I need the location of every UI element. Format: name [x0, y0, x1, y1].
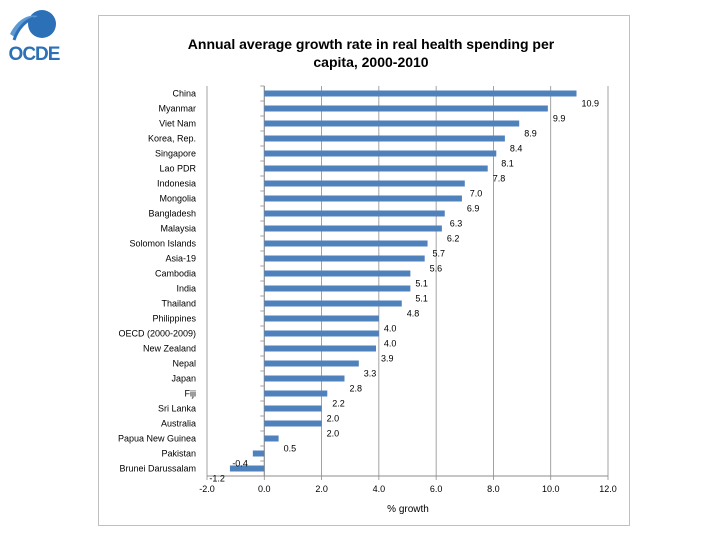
x-tick-label: 6.0: [430, 484, 443, 494]
category-label: Australia: [161, 419, 196, 429]
category-label: Thailand: [161, 299, 196, 309]
labels: -2.0 0.0 2.0 4.0 6.0 8.0 10.0 12.0 10.9 China 9.9 M…: [118, 89, 617, 495]
bar: [264, 330, 379, 337]
bar: [264, 405, 322, 412]
bar: [264, 150, 497, 157]
category-label: Viet Nam: [159, 119, 196, 129]
bar-data-label: 2.2: [332, 399, 345, 409]
bar-data-label: 3.9: [381, 354, 394, 364]
bar-data-label: 6.3: [450, 219, 463, 229]
bar-data-label: 3.3: [364, 369, 377, 379]
bar-data-label: 2.0: [327, 429, 340, 439]
bar-data-label: 5.1: [415, 294, 428, 304]
bar-data-label: 5.7: [433, 249, 446, 259]
bar-data-label: 4.0: [384, 339, 397, 349]
category-label: Cambodia: [155, 269, 196, 279]
bar-data-label: 2.0: [327, 414, 340, 424]
bar: [264, 420, 322, 427]
category-label: Fiji: [185, 389, 197, 399]
bar: [252, 450, 265, 457]
bar-data-label: 6.9: [467, 204, 480, 214]
x-tick-label: 0.0: [258, 484, 271, 494]
gridlines: [206, 86, 609, 476]
bar-data-label: 8.4: [510, 144, 523, 154]
bar: [264, 225, 442, 232]
category-label: Philippines: [152, 314, 196, 324]
category-label: Sri Lanka: [158, 404, 196, 414]
bars: [229, 90, 577, 472]
bar: [264, 435, 279, 442]
bar: [264, 105, 548, 112]
bar: [264, 345, 376, 352]
bar: [264, 180, 465, 187]
category-label: China: [172, 89, 196, 99]
bar: [264, 270, 411, 277]
x-axis-title: % growth: [387, 504, 429, 515]
ocde-logo-text: OCDE: [9, 44, 60, 62]
category-label: Malaysia: [160, 224, 196, 234]
axes: [206, 85, 609, 480]
bar-data-label: -1.2: [209, 474, 225, 484]
category-label: Asia-19: [165, 254, 196, 264]
category-label: Lao PDR: [159, 164, 196, 174]
x-tick-label: 2.0: [315, 484, 328, 494]
category-label: Myanmar: [158, 104, 196, 114]
ocde-logo: OCDE: [9, 10, 61, 62]
bar-data-label: 4.8: [407, 309, 420, 319]
ocde-logo-globe-icon: [28, 10, 56, 38]
bar: [264, 285, 411, 292]
bar-data-label: 9.9: [553, 114, 566, 124]
bar: [264, 195, 462, 202]
category-label: New Zealand: [143, 344, 196, 354]
x-tick-label: 8.0: [487, 484, 500, 494]
x-tick-label: 12.0: [599, 484, 617, 494]
growth-bar-chart: Annual average growth rate in real healt…: [118, 36, 617, 515]
category-label: Korea, Rep.: [148, 134, 196, 144]
category-label: Papua New Guinea: [118, 434, 196, 444]
x-tick-label: 10.0: [542, 484, 560, 494]
bar: [264, 360, 359, 367]
bar: [264, 375, 345, 382]
bar: [229, 465, 265, 472]
bar-data-label: 5.6: [430, 264, 443, 274]
x-tick-label: -2.0: [199, 484, 215, 494]
bar-data-label: 5.1: [415, 279, 428, 289]
chart-title-line-2: capita, 2000-2010: [313, 54, 428, 70]
category-label: Mongolia: [159, 194, 196, 204]
bar: [264, 315, 379, 322]
bar: [264, 240, 428, 247]
bar: [264, 210, 445, 217]
bar: [264, 300, 402, 307]
bar-data-label: 10.9: [581, 99, 599, 109]
bar-data-label: 0.5: [284, 444, 297, 454]
bar-data-label: 6.2: [447, 234, 460, 244]
category-label: Japan: [171, 374, 196, 384]
category-label: Bangladesh: [148, 209, 196, 219]
category-label: Singapore: [155, 149, 196, 159]
category-label: Nepal: [172, 359, 196, 369]
category-label: OECD (2000-2009): [118, 329, 196, 339]
category-label: Indonesia: [157, 179, 196, 189]
bar-data-label: 8.1: [501, 159, 514, 169]
bar: [264, 135, 505, 142]
bar-data-label: 2.8: [349, 384, 362, 394]
category-label: Solomon Islands: [129, 239, 196, 249]
chart-title-line-1: Annual average growth rate in real healt…: [188, 36, 555, 52]
bar-data-label: 8.9: [524, 129, 537, 139]
category-label: Brunei Darussalam: [119, 464, 196, 474]
bar: [264, 90, 577, 97]
bar-data-label: 7.8: [493, 174, 506, 184]
category-label: India: [176, 284, 196, 294]
bar-data-label: 4.0: [384, 324, 397, 334]
x-tick-label: 4.0: [373, 484, 386, 494]
bar: [264, 255, 425, 262]
chart-panel: Annual average growth rate in real healt…: [98, 15, 630, 526]
bar: [264, 120, 520, 127]
bar-data-label: 7.0: [470, 189, 483, 199]
bar: [264, 390, 328, 397]
bar-data-label: -0.4: [232, 459, 248, 469]
bar: [264, 165, 488, 172]
category-label: Pakistan: [161, 449, 196, 459]
